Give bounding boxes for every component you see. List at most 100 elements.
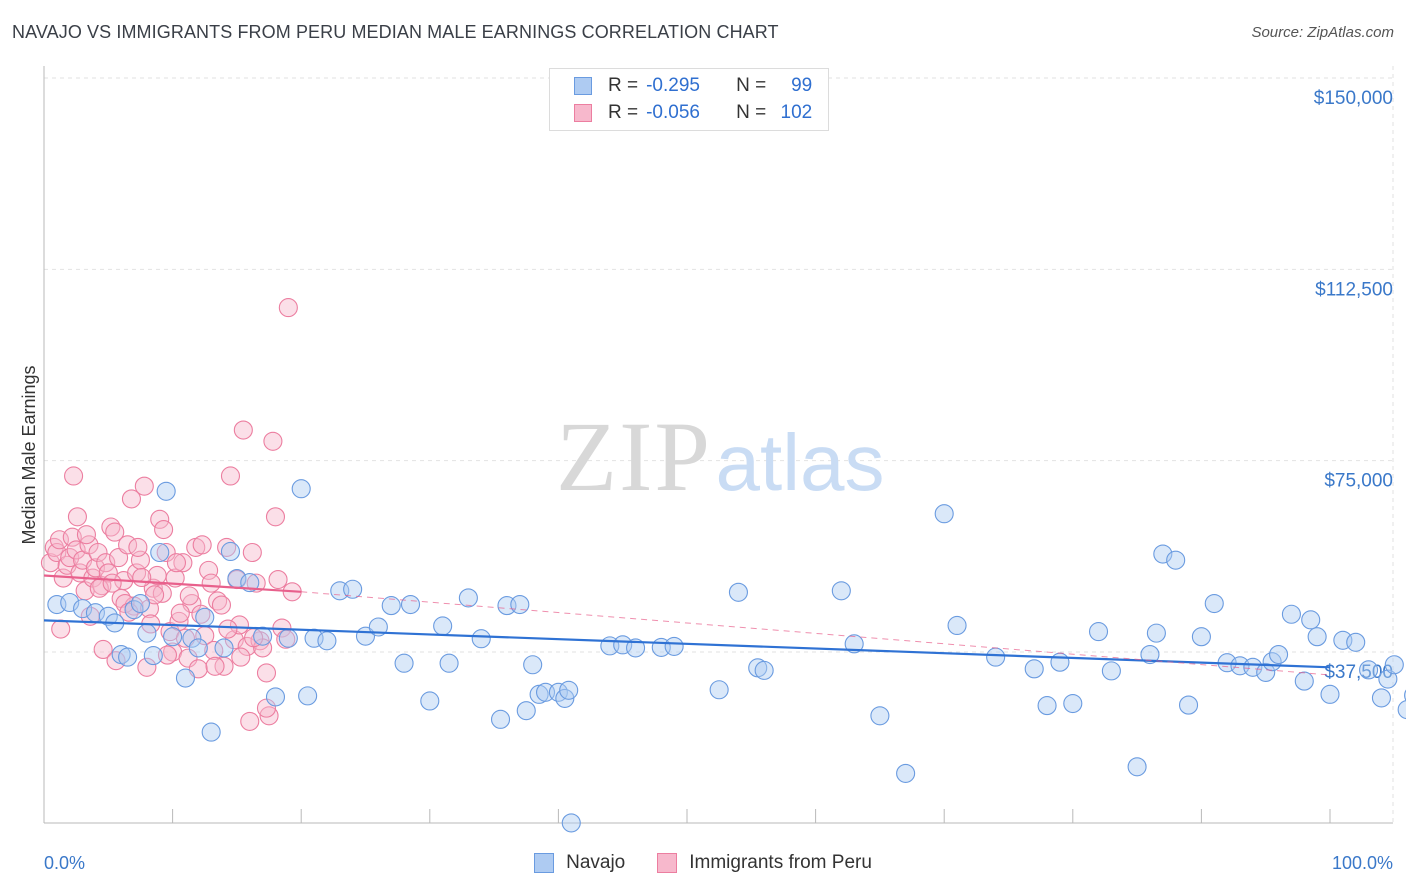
navajo-point (130, 593, 150, 614)
navajo-point (458, 588, 478, 608)
peru-point (278, 298, 298, 318)
peru-point (150, 509, 170, 529)
correlation-legend: R = -0.295 N = 99 R = -0.056 N = 102 (549, 68, 829, 131)
peru-point (102, 573, 122, 593)
peru-point (137, 657, 157, 677)
peru-point (85, 558, 105, 578)
y-tick-label: $75,000 (1324, 471, 1393, 492)
peru-point (231, 647, 251, 667)
watermark: ZIP atlas (556, 401, 884, 512)
navajo-point (1050, 652, 1070, 672)
peru-point (105, 522, 125, 542)
navajo-point (1359, 660, 1379, 680)
navajo-point (1281, 604, 1301, 624)
legend-row-peru: R = -0.056 N = 102 (574, 101, 812, 125)
legend-r-label: R = (608, 75, 639, 96)
peru-point (188, 659, 208, 679)
peru-point (67, 507, 87, 527)
peru-point (152, 583, 172, 603)
navajo-point (1307, 627, 1327, 647)
navajo-point (163, 627, 183, 647)
peru-point (145, 585, 165, 605)
y-tick-label: $150,000 (1314, 88, 1393, 109)
peru-point (157, 645, 178, 665)
peru-point (218, 619, 238, 639)
peru-point (128, 537, 148, 557)
axis-labels: 0.0% 100.0% Median Male Earnings (19, 365, 1393, 873)
navajo-point (188, 638, 208, 658)
peru-point (259, 706, 279, 726)
peru-point (88, 542, 108, 563)
legend-swatch-navajo (574, 77, 592, 95)
navajo-point (253, 626, 273, 646)
grid: $37,500 $75,000 $112,500 $150,000 (44, 66, 1394, 823)
peru-point (205, 656, 225, 676)
peru-point (179, 586, 199, 606)
navajo-point (709, 680, 729, 700)
legend-swatch-peru (574, 104, 592, 122)
navajo-point (182, 628, 202, 648)
series-swatch-navajo (534, 853, 555, 873)
series-legend: Navajo Immigrants from Peru (0, 852, 1406, 874)
navajo-point (471, 629, 491, 649)
peru-trend-line (43, 574, 302, 593)
navajo-point (844, 634, 864, 654)
navajo-point (343, 579, 363, 599)
navajo-points (47, 479, 1406, 833)
navajo-point (510, 594, 530, 615)
chart-title: NAVAJO VS IMMIGRANTS FROM PERU MEDIAN MA… (12, 22, 779, 42)
navajo-point (175, 668, 196, 688)
navajo-point (1256, 662, 1276, 682)
peru-point (76, 525, 96, 545)
peru-point (66, 540, 86, 560)
navajo-point (754, 660, 774, 680)
peru-point (106, 651, 126, 671)
peru-point (156, 542, 176, 563)
navajo-trend-line (43, 619, 1331, 669)
legend-row-navajo: R = -0.295 N = 99 (574, 74, 812, 98)
navajo-point (240, 573, 260, 593)
peru-point (265, 507, 286, 527)
navajo-point (1140, 645, 1160, 665)
peru-point (101, 517, 121, 537)
navajo-point (728, 582, 748, 602)
y-axis-title: Median Male Earnings (19, 365, 39, 544)
axes (43, 66, 1393, 824)
navajo-point (1037, 696, 1057, 716)
trend-lines (43, 574, 1331, 676)
series-label-navajo: Navajo (566, 852, 626, 873)
navajo-point (1101, 661, 1121, 681)
legend-n-value: 102 (780, 102, 813, 123)
peru-points (40, 298, 302, 731)
navajo-point (118, 647, 138, 667)
peru-point (242, 542, 262, 563)
peru-point (229, 615, 250, 635)
navajo-point (1166, 550, 1186, 570)
legend-n-label: N = (736, 75, 767, 96)
navajo-point (559, 680, 579, 700)
navajo-point (400, 594, 421, 615)
navajo-point (394, 653, 414, 673)
peru-point (201, 573, 221, 593)
navajo-point (1178, 695, 1199, 715)
watermark-zip: ZIP (556, 401, 712, 512)
legend-n-label: N = (736, 102, 767, 123)
peru-point (268, 569, 288, 590)
peru-point (40, 553, 60, 573)
peru-point (220, 466, 241, 486)
navajo-point (137, 623, 157, 643)
navajo-point (934, 504, 954, 524)
x-tick-label-max: 100.0% (1332, 853, 1393, 873)
legend-r-label: R = (608, 102, 639, 123)
peru-point (170, 603, 190, 623)
navajo-point (1378, 669, 1398, 689)
navajo-point (317, 631, 337, 651)
navajo-point (220, 541, 241, 562)
navajo-point (150, 542, 170, 563)
navajo-point (1269, 645, 1289, 665)
navajo-point (433, 616, 453, 636)
navajo-point (1397, 700, 1406, 720)
navajo-point (265, 687, 286, 707)
navajo-point (1024, 659, 1044, 679)
navajo-point (1127, 757, 1147, 777)
